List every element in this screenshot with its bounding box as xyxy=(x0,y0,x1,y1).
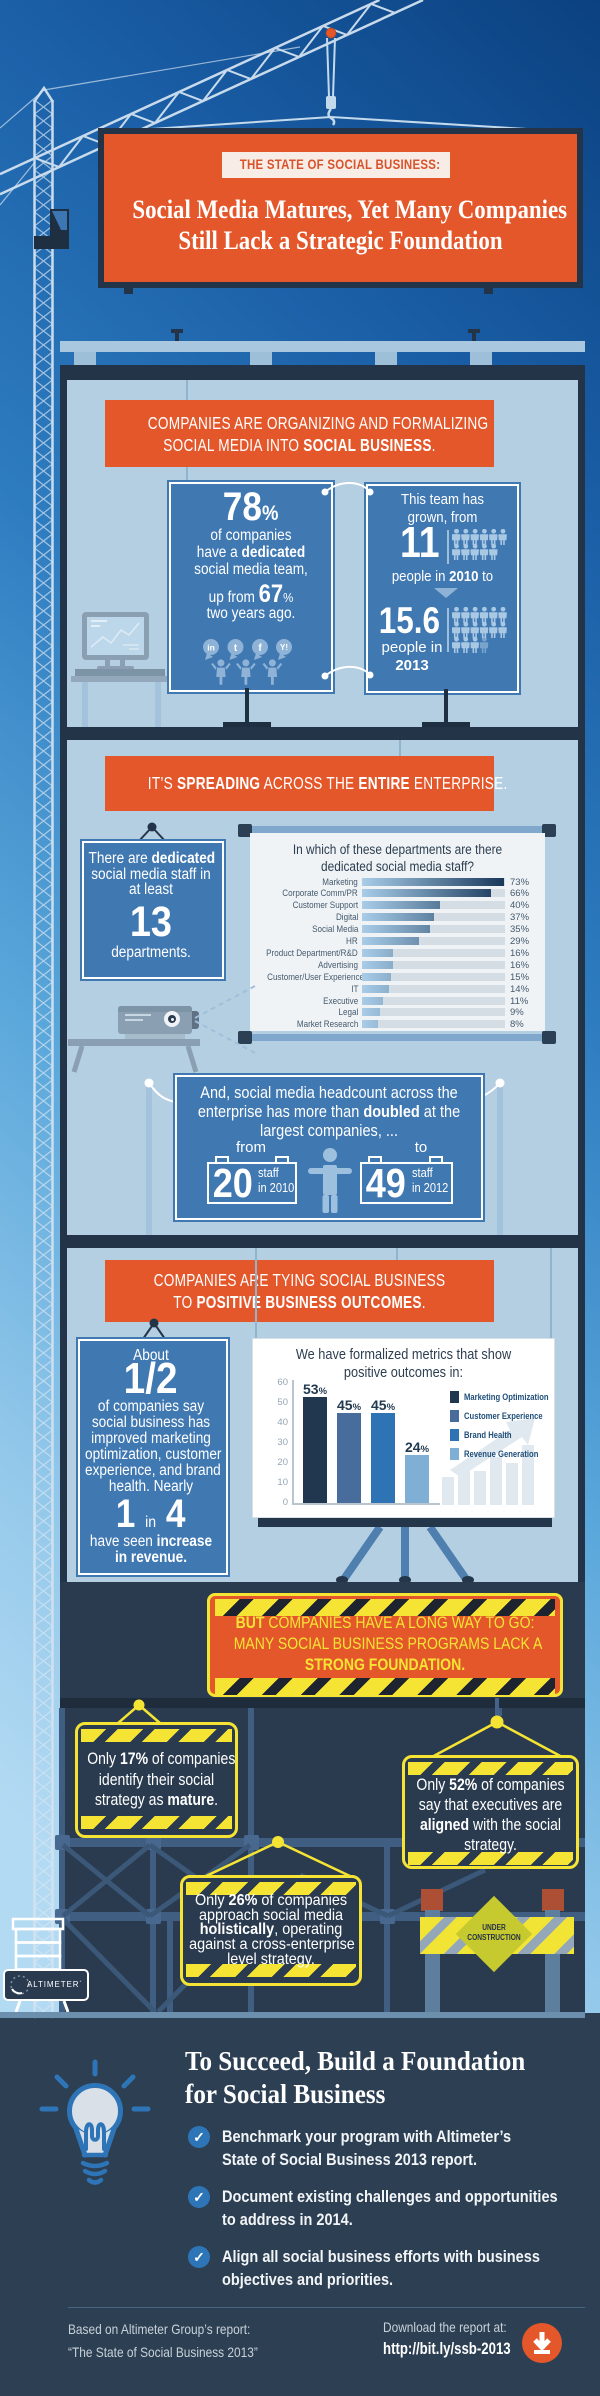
svg-text:Y!: Y! xyxy=(280,643,288,652)
svg-text:f: f xyxy=(258,643,262,654)
svg-text:t: t xyxy=(234,643,238,654)
svg-text:in: in xyxy=(207,643,215,653)
